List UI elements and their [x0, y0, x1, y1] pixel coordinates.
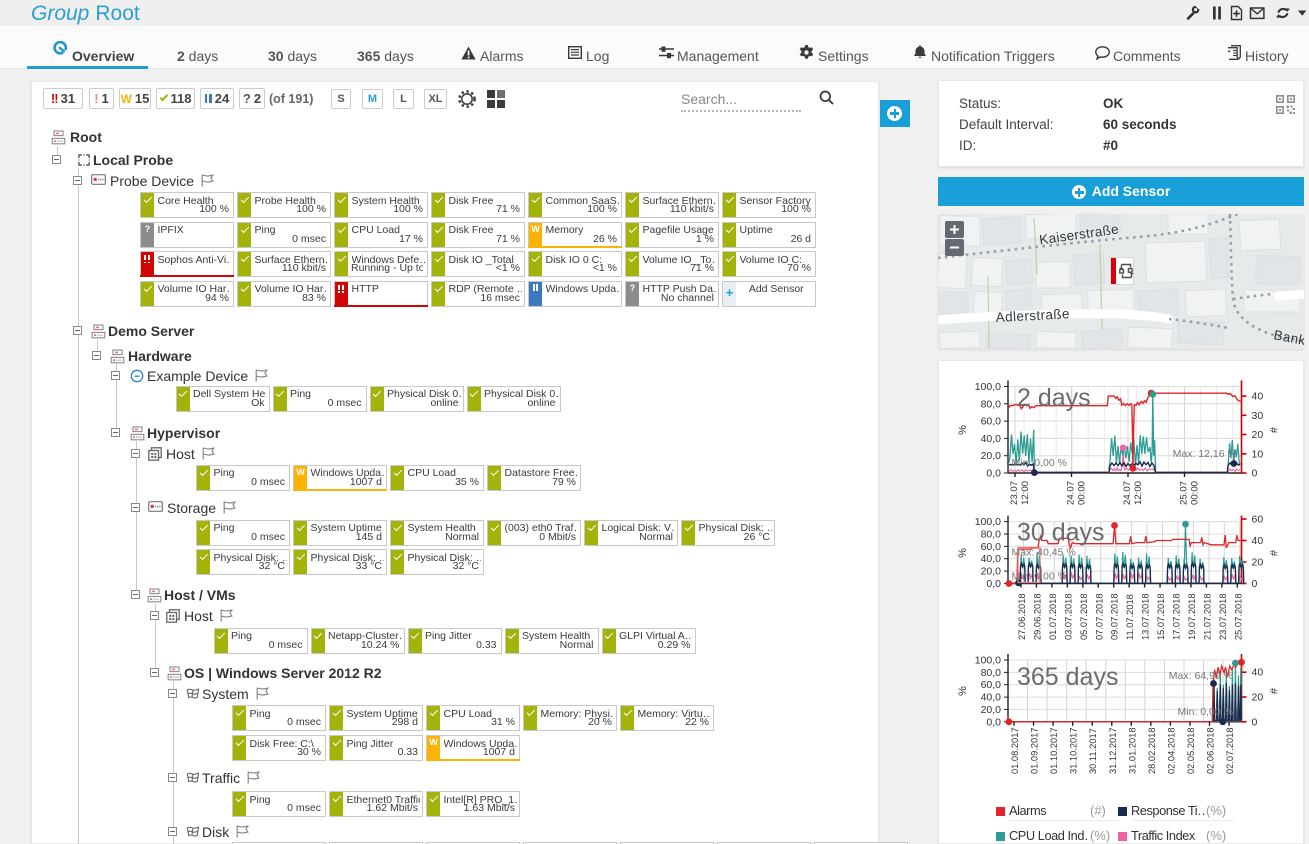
- svg-text:25.07: 25.07: [1179, 481, 1190, 505]
- svg-text:%: %: [957, 686, 969, 696]
- svg-text:40: 40: [1252, 667, 1264, 679]
- svg-text:100,0: 100,0: [975, 516, 1001, 528]
- svg-text:20: 20: [1252, 557, 1264, 569]
- svg-text:40: 40: [1252, 391, 1264, 403]
- svg-text:21.07.2018: 21.07.2018: [1202, 593, 1212, 640]
- svg-text:27.06.2018: 27.06.2018: [1017, 593, 1027, 640]
- svg-text:40,0: 40,0: [981, 433, 1002, 445]
- svg-text:60,0: 60,0: [981, 416, 1002, 428]
- svg-text:19.07.2018: 19.07.2018: [1187, 593, 1197, 640]
- svg-text:#: #: [1269, 426, 1281, 433]
- svg-text:20: 20: [1252, 429, 1264, 441]
- svg-text:100,0: 100,0: [975, 381, 1001, 393]
- svg-text:60,0: 60,0: [981, 541, 1002, 553]
- svg-text:80,0: 80,0: [981, 667, 1002, 679]
- svg-text:15.07.2018: 15.07.2018: [1156, 593, 1166, 640]
- svg-text:60,0: 60,0: [981, 679, 1002, 691]
- svg-text:23.07: 23.07: [1009, 481, 1020, 505]
- svg-text:12:00: 12:00: [1020, 481, 1031, 505]
- svg-text:%: %: [957, 425, 969, 435]
- svg-text:00:00: 00:00: [1077, 481, 1088, 505]
- svg-text:02.05.2018: 02.05.2018: [1186, 727, 1196, 774]
- svg-text:01.07.2018: 01.07.2018: [1048, 593, 1058, 640]
- svg-text:20,0: 20,0: [981, 450, 1002, 462]
- svg-text:Min: 0,00 %: Min: 0,00 %: [1012, 571, 1067, 583]
- svg-text:24.07: 24.07: [1066, 481, 1077, 505]
- svg-text:31.12.2017: 31.12.2017: [1108, 727, 1118, 774]
- svg-text:10: 10: [1252, 448, 1264, 460]
- svg-text:Min: 0,00 %: Min: 0,00 %: [1178, 706, 1233, 718]
- svg-text:02.04.2018: 02.04.2018: [1166, 727, 1176, 774]
- svg-text:0,0: 0,0: [986, 716, 1001, 728]
- svg-text:80,0: 80,0: [981, 398, 1002, 410]
- svg-text:#: #: [1269, 549, 1281, 556]
- svg-text:29.06.2018: 29.06.2018: [1032, 593, 1042, 640]
- svg-text:40,0: 40,0: [981, 692, 1002, 704]
- svg-text:09.07.2018: 09.07.2018: [1110, 593, 1120, 640]
- svg-text:Max: 64,99 %: Max: 64,99 %: [1169, 670, 1233, 682]
- svg-text:24.07: 24.07: [1122, 481, 1133, 505]
- svg-text:Max: 40,45 %: Max: 40,45 %: [1012, 547, 1076, 559]
- svg-text:#: #: [1269, 687, 1281, 694]
- svg-text:02.07.2018: 02.07.2018: [1225, 727, 1235, 774]
- svg-text:25.07.2018: 25.07.2018: [1233, 593, 1243, 640]
- svg-text:100,0: 100,0: [975, 655, 1001, 667]
- svg-text:07.07.2018: 07.07.2018: [1094, 593, 1104, 640]
- svg-text:31.01.2018: 31.01.2018: [1127, 727, 1137, 774]
- svg-text:30.11.2017: 30.11.2017: [1088, 728, 1098, 774]
- svg-text:60: 60: [1252, 514, 1264, 526]
- svg-text:20: 20: [1252, 692, 1264, 704]
- svg-text:05.07.2018: 05.07.2018: [1079, 593, 1089, 640]
- svg-text:17.07.2018: 17.07.2018: [1172, 593, 1182, 640]
- svg-text:03.07.2018: 03.07.2018: [1063, 593, 1073, 640]
- svg-text:Adlerstraße: Adlerstraße: [995, 306, 1070, 325]
- svg-text:0: 0: [1252, 716, 1258, 728]
- svg-text:0: 0: [1252, 578, 1258, 590]
- svg-text:0,0: 0,0: [986, 578, 1001, 590]
- svg-text:40: 40: [1252, 535, 1264, 547]
- svg-text:20,0: 20,0: [981, 704, 1002, 716]
- svg-text:00:00: 00:00: [1190, 481, 1201, 505]
- svg-text:0,0: 0,0: [986, 468, 1001, 480]
- svg-text:Min: 0,00 %: Min: 0,00 %: [1012, 457, 1067, 469]
- svg-text:20,0: 20,0: [981, 566, 1002, 578]
- svg-text:01.09.2017: 01.09.2017: [1030, 727, 1040, 774]
- svg-text:11.07.2018: 11.07.2018: [1125, 594, 1135, 640]
- svg-text:12:00: 12:00: [1133, 481, 1144, 505]
- svg-text:%: %: [957, 548, 969, 558]
- svg-text:Max: 12,16 %: Max: 12,16 %: [1173, 448, 1237, 460]
- svg-text:13.07.2018: 13.07.2018: [1141, 593, 1151, 640]
- svg-text:01.08.2017: 01.08.2017: [1010, 727, 1020, 774]
- svg-text:80,0: 80,0: [981, 529, 1002, 541]
- svg-text:365 days: 365 days: [1017, 663, 1118, 691]
- svg-text:0: 0: [1252, 468, 1258, 480]
- svg-text:30 days: 30 days: [1017, 519, 1105, 547]
- svg-text:02.06.2018: 02.06.2018: [1206, 727, 1216, 774]
- svg-text:2 days: 2 days: [1017, 384, 1091, 412]
- svg-text:31.10.2017: 31.10.2017: [1069, 727, 1079, 774]
- svg-text:40,0: 40,0: [981, 553, 1002, 565]
- svg-text:30: 30: [1252, 410, 1264, 422]
- svg-text:28.02.2018: 28.02.2018: [1147, 727, 1157, 774]
- svg-text:01.10.2017: 01.10.2017: [1049, 727, 1059, 774]
- svg-text:23.07.2018: 23.07.2018: [1218, 593, 1228, 640]
